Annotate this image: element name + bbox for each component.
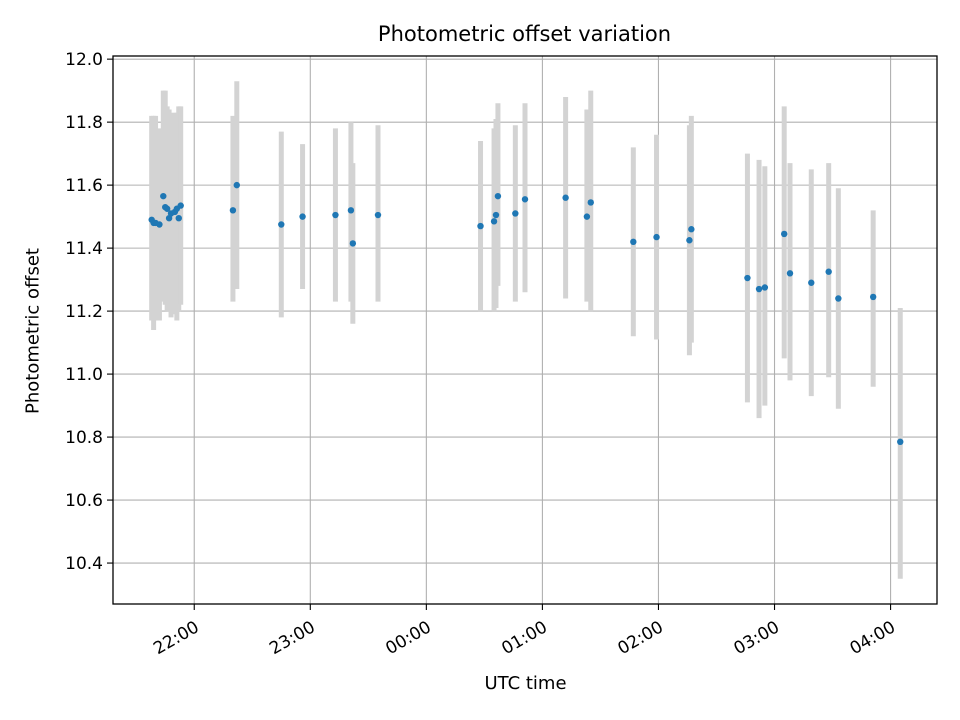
data-point: [587, 199, 594, 206]
data-points: [148, 181, 904, 446]
data-point: [825, 268, 832, 275]
chart-title: Photometric offset variation: [377, 22, 672, 46]
data-point: [374, 211, 382, 219]
x-tick-label: 00:00: [382, 617, 434, 659]
data-point: [492, 211, 500, 219]
y-tick-label: 11.2: [65, 302, 103, 322]
data-point: [897, 438, 904, 446]
x-axis-label: UTC time: [484, 673, 567, 694]
data-point: [490, 218, 498, 225]
x-tick-label: 03:00: [731, 617, 783, 659]
data-point: [494, 192, 502, 200]
y-tick-label: 11.8: [65, 113, 103, 133]
data-point: [869, 293, 877, 301]
data-point: [835, 295, 842, 302]
y-tick-label: 10.6: [65, 491, 103, 511]
data-point: [175, 214, 182, 222]
data-point: [156, 221, 163, 228]
data-point: [233, 181, 240, 189]
data-point: [755, 285, 763, 293]
data-point: [786, 270, 794, 277]
data-point: [160, 192, 167, 200]
y-axis-label: Photometric offset: [22, 248, 44, 414]
y-tick-label: 10.8: [65, 428, 103, 448]
data-point: [688, 226, 695, 233]
y-tick-label: 11.6: [65, 176, 103, 196]
x-tick-label: 02:00: [614, 617, 666, 659]
data-point: [808, 279, 815, 286]
x-tick-label: 22:00: [150, 617, 202, 659]
data-point: [229, 207, 237, 214]
x-tick-label: 04:00: [847, 617, 899, 659]
x-axis-ticks: 22:00 23:00 00:00 01:00 02:00 03:00 04:00: [150, 604, 899, 659]
x-tick-label: 23:00: [266, 617, 318, 659]
data-point: [278, 221, 285, 228]
data-point: [562, 194, 569, 201]
data-point: [512, 210, 519, 217]
data-point: [761, 284, 769, 291]
data-point: [653, 233, 660, 241]
y-axis-ticks: 10.4 10.6 10.8 11.0 11.2 11.4 11.6 11.8 12.0: [65, 50, 113, 574]
data-point: [347, 207, 355, 214]
data-point: [630, 238, 637, 246]
data-point: [299, 213, 306, 220]
data-point: [686, 237, 693, 244]
data-point: [177, 202, 184, 209]
data-point: [583, 213, 591, 220]
data-point: [744, 274, 751, 282]
x-tick-label: 01:00: [498, 617, 550, 659]
data-point: [521, 196, 529, 203]
y-tick-label: 12.0: [65, 50, 103, 70]
plot-frame: [112, 55, 938, 605]
data-point: [349, 240, 357, 247]
data-point: [332, 211, 339, 219]
data-point: [780, 230, 788, 238]
data-point: [163, 205, 171, 212]
y-tick-label: 10.4: [65, 554, 103, 574]
y-tick-label: 11.4: [65, 239, 103, 259]
error-bars: [149, 81, 903, 579]
data-point: [477, 222, 484, 230]
y-tick-label: 11.0: [65, 365, 103, 385]
